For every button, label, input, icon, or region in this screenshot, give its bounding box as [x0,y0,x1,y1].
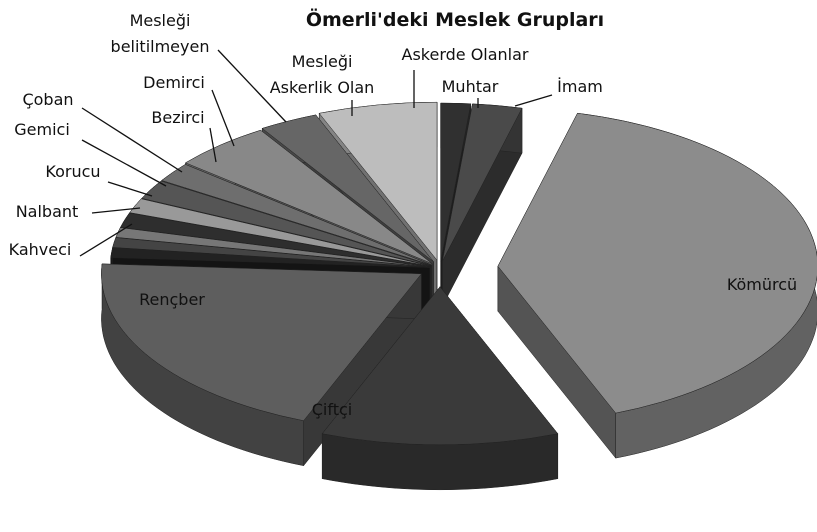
slice-label: Rençber [139,290,205,309]
slice-label: Mesleği belitilmeyen [110,11,210,56]
slice-label: Kahveci [8,240,72,259]
slice [321,286,559,446]
leader-line [514,94,553,107]
slice [440,102,472,262]
slice [261,114,434,262]
slice [161,164,432,266]
leader-line [211,89,235,147]
leader-line [91,207,141,214]
leader-line [79,223,133,257]
slice-label: Bezirci [151,108,205,127]
slice [110,247,431,268]
slice [112,237,431,268]
slice-label: Gemici [14,120,70,139]
slice-label: İmam [557,77,603,96]
slice [442,103,523,262]
slice-label: Askerde Olanlar [401,45,529,64]
slice-label: Korucu [45,162,101,181]
leader-line [81,107,183,173]
leader-line [217,49,287,123]
slice-label: Nalbant [15,202,79,221]
leader-line [209,127,217,163]
slice-label: Muhtar [441,77,499,96]
slice-label: Mesleği Askerlik Olan [269,52,375,97]
slice [129,198,431,267]
slice [184,129,433,264]
chart-title: Ömerli'deki Meslek Grupları [305,9,605,31]
leader-line [81,139,167,187]
slice-label: Kömürcü [726,275,798,294]
slice-label: Çiftçi [311,400,353,419]
slice-label: Çoban [22,90,74,109]
slice [497,112,817,414]
slice [141,180,432,266]
leader-line [107,181,153,197]
slice [120,212,431,267]
slice-label: Demirci [143,73,205,92]
slice [318,101,438,261]
slice [101,263,422,421]
